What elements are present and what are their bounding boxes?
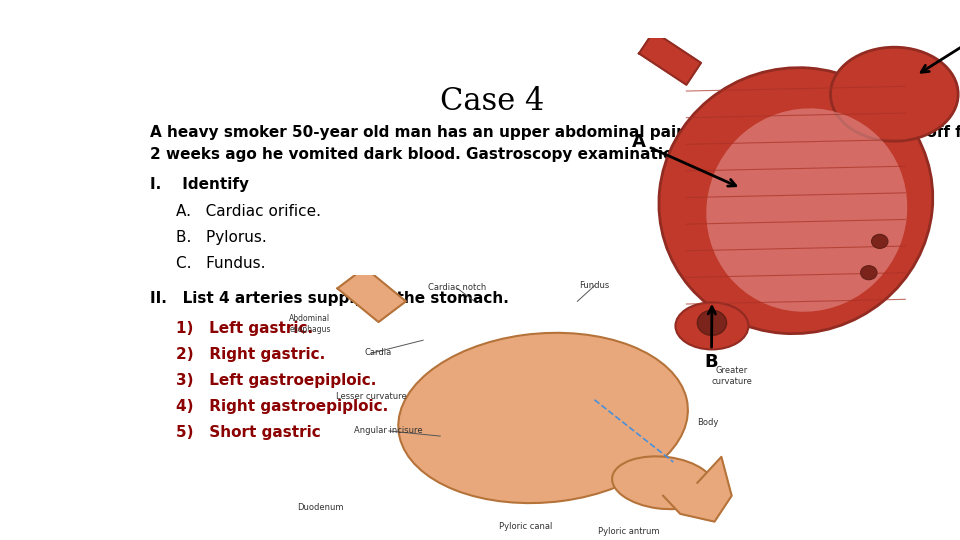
Text: Case 4: Case 4 [440,85,544,117]
Text: Body: Body [697,418,718,427]
Text: B: B [705,307,718,370]
Text: C.   Fundus.: C. Fundus. [176,256,265,272]
Ellipse shape [830,47,958,141]
Text: Cardia: Cardia [365,348,392,357]
Polygon shape [639,31,701,85]
Text: Lesser curvature: Lesser curvature [336,392,407,401]
Text: A.   Cardiac orifice.: A. Cardiac orifice. [176,204,321,219]
Text: Pyloric canal: Pyloric canal [499,522,553,531]
Text: Pyloric antrum: Pyloric antrum [598,527,660,536]
Text: 1)   Left gastric.: 1) Left gastric. [176,321,313,335]
Ellipse shape [612,456,714,509]
Ellipse shape [872,234,888,248]
Text: I.    Identify: I. Identify [150,177,249,192]
Text: Duodenum: Duodenum [297,503,344,512]
Text: 3)   Left gastroepiploic.: 3) Left gastroepiploic. [176,373,376,388]
Ellipse shape [676,302,749,349]
Ellipse shape [707,109,907,312]
Ellipse shape [398,333,688,503]
Text: C: C [922,30,960,72]
Polygon shape [663,457,732,522]
Ellipse shape [860,266,877,280]
Text: Angular incisure: Angular incisure [354,426,423,435]
Polygon shape [337,268,406,322]
Ellipse shape [697,310,727,335]
Ellipse shape [659,68,933,334]
Text: Cardiac notch: Cardiac notch [428,283,487,292]
Text: A heavy smoker 50-year old man has an upper abdominal pain and heartburn that on: A heavy smoker 50-year old man has an up… [150,125,960,163]
Text: 4)   Right gastroepiploic.: 4) Right gastroepiploic. [176,399,388,414]
Text: Fundus: Fundus [580,281,610,289]
Text: A: A [632,133,735,186]
Text: 5)   Short gastric: 5) Short gastric [176,426,321,440]
Text: 2)   Right gastric.: 2) Right gastric. [176,347,325,362]
Text: Greater
curvature: Greater curvature [711,366,752,386]
Text: Abdominal
esophagus: Abdominal esophagus [289,314,330,334]
Text: B.   Pylorus.: B. Pylorus. [176,230,267,245]
Text: II.   List 4 arteries supplying the stomach.: II. List 4 arteries supplying the stomac… [150,292,509,306]
